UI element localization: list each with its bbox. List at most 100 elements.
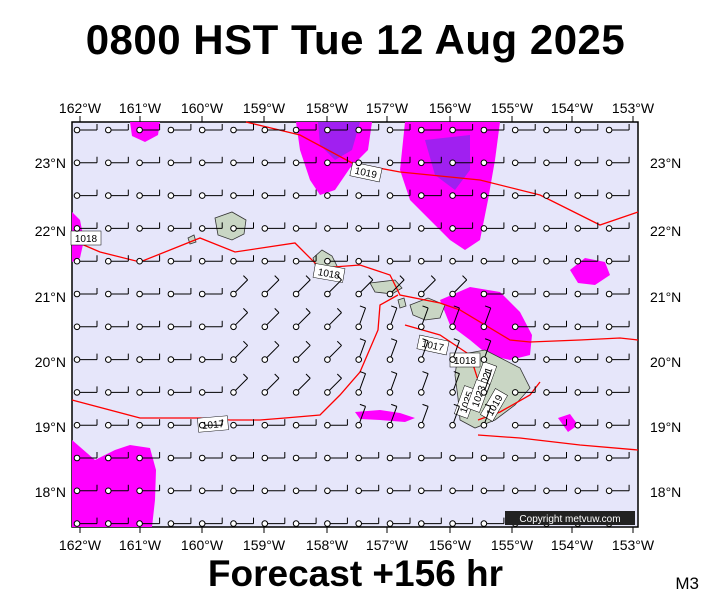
wind-barb	[230, 222, 254, 232]
wind-barb	[324, 255, 348, 265]
wind-barb	[292, 156, 317, 167]
wind-barb	[105, 288, 129, 298]
lon-label-bottom: 156°W	[429, 537, 472, 553]
wind-barb	[605, 156, 630, 167]
wind-barb	[230, 373, 248, 396]
wind-barb	[167, 353, 192, 363]
wind-barb	[355, 403, 367, 429]
wind-barb	[605, 320, 630, 331]
wind-barb	[73, 484, 98, 495]
wind-barb	[292, 373, 311, 396]
wind-barb	[480, 156, 505, 167]
lon-label-top: 158°W	[306, 100, 349, 116]
wind-barb	[167, 189, 192, 199]
forecast-label: Forecast +156 hr	[207, 553, 504, 594]
wind-barb	[324, 124, 348, 134]
wind-barb	[355, 338, 367, 363]
wind-barb	[261, 517, 286, 527]
lon-label-bottom: 155°W	[491, 537, 534, 553]
wind-barb	[230, 156, 254, 167]
wind-barb	[261, 124, 286, 134]
lat-label-right: 18°N	[650, 484, 681, 500]
wind-barb	[418, 255, 442, 265]
wind-barb	[418, 403, 429, 429]
wind-barb	[230, 255, 254, 265]
wind-barb	[292, 255, 317, 265]
lon-label-top: 159°W	[243, 100, 286, 116]
wind-barb	[136, 320, 161, 331]
wind-barb	[543, 156, 567, 167]
wind-barb	[136, 484, 161, 495]
wind-barb	[418, 452, 442, 462]
lon-label-top: 155°W	[491, 100, 534, 116]
wind-barb	[167, 255, 192, 265]
wind-barb	[198, 484, 223, 495]
wind-barb	[386, 338, 398, 363]
wind-barb	[230, 124, 254, 134]
lat-label-right: 20°N	[650, 354, 681, 370]
wind-barb	[574, 419, 599, 429]
wind-barb	[73, 124, 98, 134]
lat-label-right: 19°N	[650, 419, 681, 435]
map-frame	[71, 121, 639, 528]
wind-barb	[480, 189, 505, 199]
wind-barb	[136, 156, 161, 167]
wind-barb	[198, 386, 223, 396]
wind-barb	[292, 308, 311, 331]
wind-barb	[292, 222, 317, 232]
wind-barb	[136, 288, 161, 298]
wind-barb	[136, 517, 161, 527]
wind-barb	[167, 484, 192, 495]
wind-barb	[574, 484, 599, 495]
wind-barb	[292, 484, 317, 495]
lat-label-left: 23°N	[35, 155, 66, 171]
wind-barb	[480, 255, 505, 265]
wind-barb	[511, 320, 536, 331]
wind-barb	[605, 222, 630, 232]
isobar-labels: 1019 1018 1018 1017 1018 1021 1025 1023	[70, 161, 508, 433]
wind-barb	[480, 517, 505, 527]
isobar-label: 1018	[70, 230, 102, 246]
wind-barb	[605, 124, 630, 134]
wind-barb	[167, 517, 192, 527]
wind-barb	[355, 517, 380, 527]
wind-barb	[418, 275, 436, 298]
svg-text:1018: 1018	[317, 267, 341, 282]
wind-barb	[574, 189, 599, 199]
wind-barb	[230, 340, 248, 363]
wind-barb	[167, 452, 192, 462]
lat-label-right: 21°N	[650, 289, 681, 305]
wind-barb	[292, 340, 311, 363]
wind-barb	[543, 320, 567, 331]
wind-barb	[198, 517, 223, 527]
wind-barb	[386, 222, 411, 232]
wind-barb	[261, 419, 286, 429]
wind-barb	[511, 353, 536, 363]
svg-text:1018: 1018	[454, 356, 477, 367]
wind-barb	[73, 320, 98, 331]
wind-barb	[324, 373, 342, 396]
wind-barb	[105, 255, 129, 265]
wind-barb	[355, 189, 380, 199]
wind-barb	[386, 371, 398, 396]
wind-barb	[449, 403, 460, 429]
wind-barb	[449, 124, 474, 134]
wind-barb	[605, 353, 630, 363]
wind-barb	[418, 156, 442, 167]
lon-label-top: 162°W	[59, 100, 102, 116]
wind-barb	[73, 419, 98, 429]
isobars-layer	[71, 121, 639, 451]
wind-barb	[574, 222, 599, 232]
wind-barb	[449, 452, 474, 462]
isobar-label: 1019	[349, 161, 383, 183]
wind-barb	[511, 156, 536, 167]
wind-barb	[355, 452, 380, 462]
wind-barb	[230, 517, 254, 527]
wind-barb	[386, 484, 411, 495]
wind-barb	[449, 371, 460, 396]
wind-barb	[480, 124, 505, 134]
lon-label-top: 161°W	[119, 100, 162, 116]
wind-barb	[418, 222, 442, 232]
wind-barb	[198, 288, 223, 298]
wind-barb	[543, 353, 567, 363]
